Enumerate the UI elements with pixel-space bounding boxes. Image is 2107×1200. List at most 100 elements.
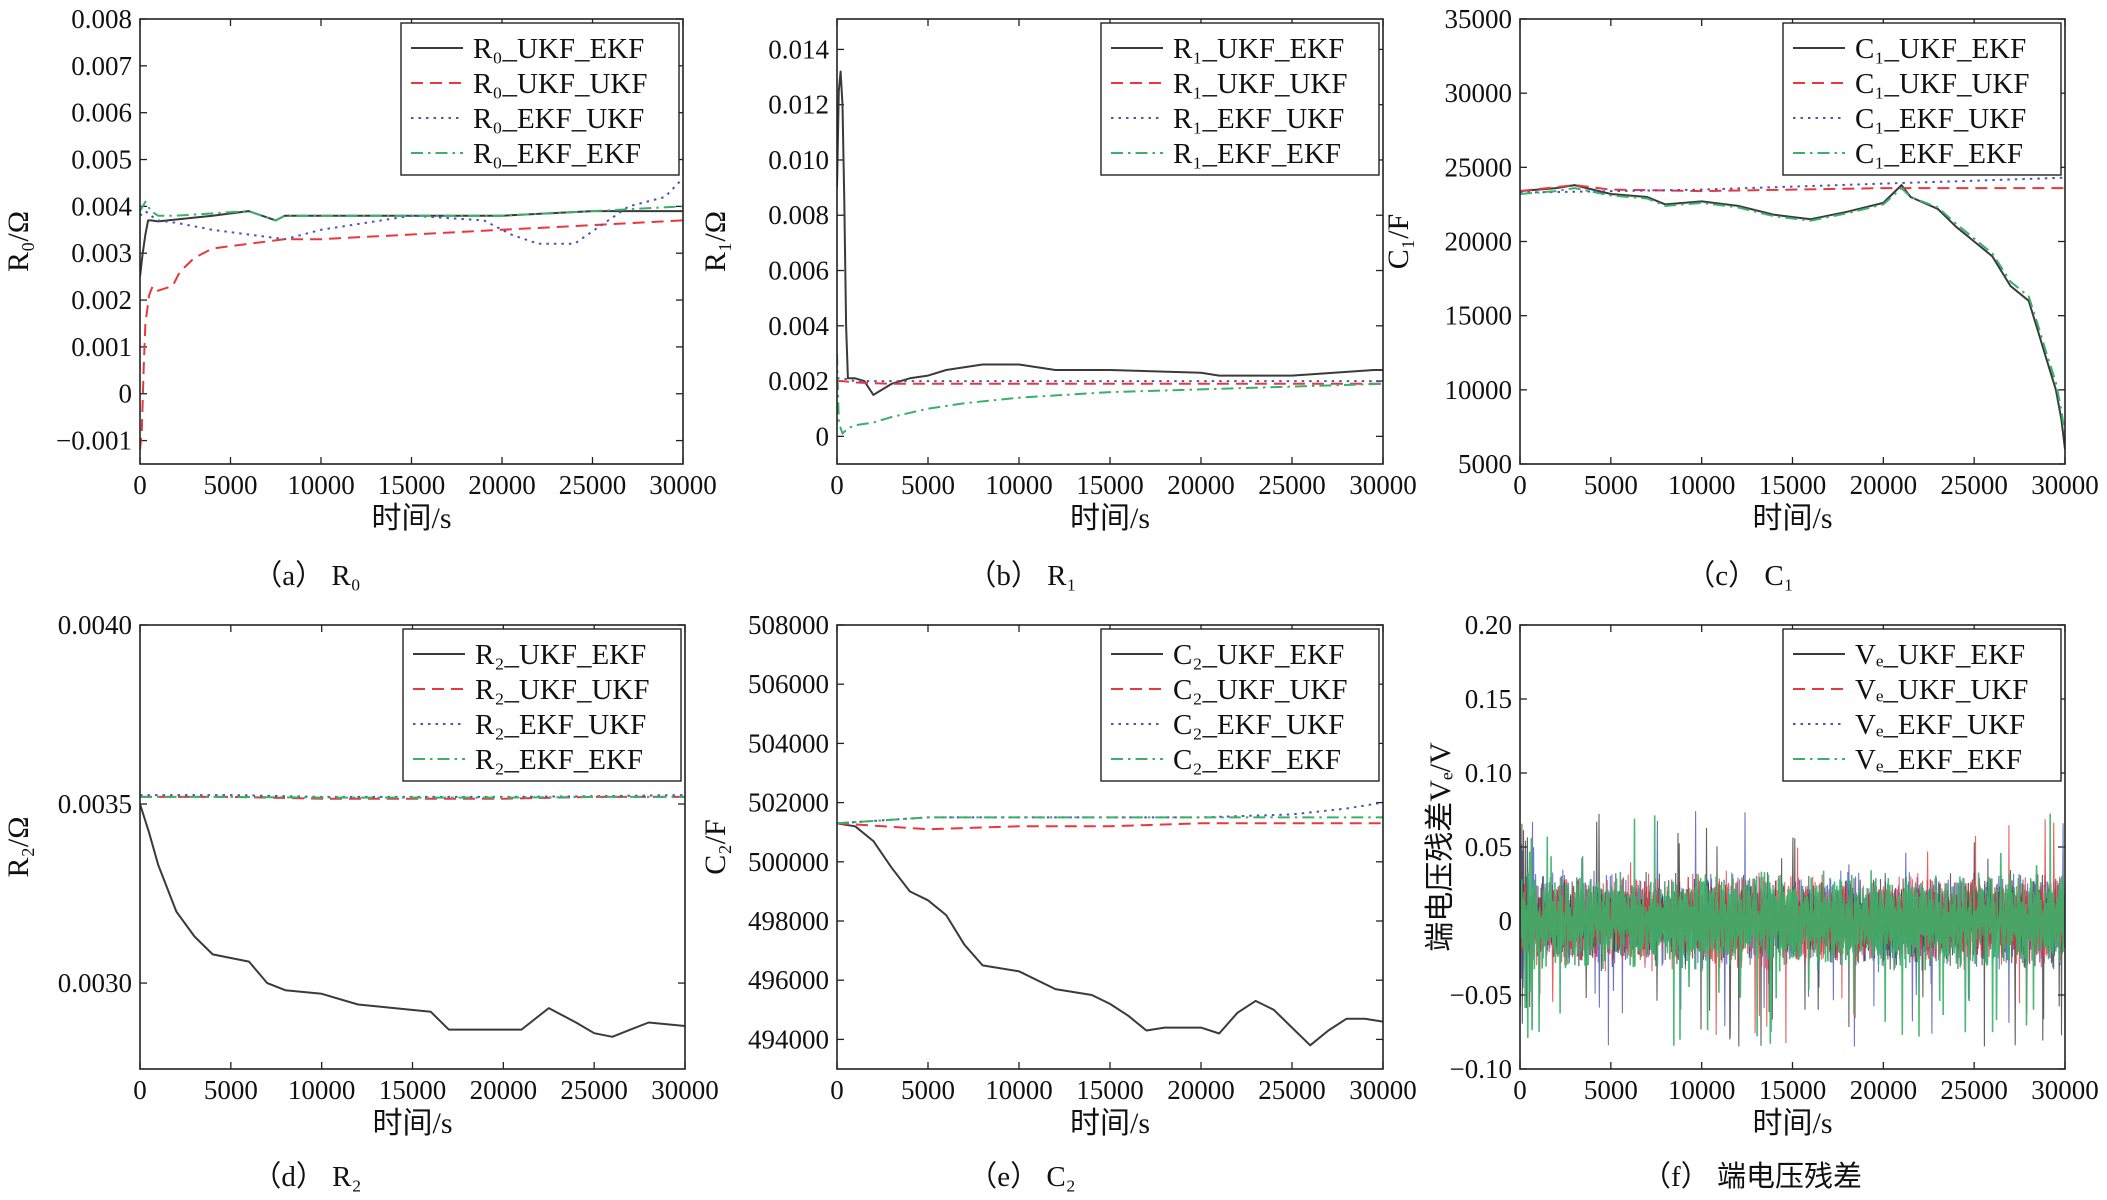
- legend-label-3: C₂_EKF_UKF: [1173, 709, 1344, 741]
- x-tick-label: 10000: [985, 470, 1053, 500]
- legend-label-2: C₁_UKF_UKF: [1855, 68, 2029, 100]
- series-line-4: [1520, 813, 2065, 1046]
- legend-label-4: R₁_EKF_EKF: [1173, 138, 1341, 170]
- panel-caption: （e） C₂: [968, 1161, 1076, 1193]
- x-axis-label: 时间/s: [1752, 1107, 1832, 1140]
- plot-frame: [1519, 18, 2066, 465]
- plot-frame: [139, 18, 684, 465]
- x-tick-label: 25000: [560, 1075, 628, 1105]
- x-tick-label: 25000: [1940, 1075, 2008, 1105]
- y-tick-label: 0.005: [71, 145, 132, 175]
- y-tick-label: 0.004: [768, 311, 829, 341]
- legend-label-2: Vₑ_UKF_UKF: [1855, 674, 2028, 706]
- legend-label-4: C₂_EKF_EKF: [1173, 744, 1341, 776]
- y-tick-label: 0.012: [768, 90, 829, 120]
- y-tick-label: 496000: [748, 965, 829, 995]
- series-line-3: [837, 801, 1383, 825]
- y-axis-label: C₁/F: [1382, 214, 1415, 270]
- legend-label-2: R₀_UKF_UKF: [473, 68, 647, 100]
- y-tick-label: 500000: [748, 847, 829, 877]
- x-tick-label: 0: [133, 470, 147, 500]
- y-tick-label: 0.001: [71, 332, 132, 362]
- y-tick-label: 15000: [1445, 301, 1513, 331]
- y-tick-label: −0.001: [56, 426, 132, 456]
- y-tick-label: 0.014: [768, 34, 829, 64]
- y-tick-label: 0.15: [1465, 684, 1512, 714]
- x-tick-label: 15000: [1076, 470, 1144, 500]
- series-line-2: [140, 795, 685, 800]
- x-tick-label: 30000: [2031, 1075, 2099, 1105]
- y-tick-label: 25000: [1445, 152, 1513, 182]
- x-tick-label: 30000: [649, 470, 717, 500]
- legend-label-2: R₂_UKF_UKF: [475, 674, 649, 706]
- legend-label-3: C₁_EKF_UKF: [1855, 103, 2026, 135]
- legend-label-3: R₀_EKF_UKF: [473, 103, 644, 135]
- chart-panel-b: 0 5000 10000 15000 20000 25000 30000 0 0.002 0.00…: [699, 18, 1417, 592]
- series-line-1: [140, 210, 683, 277]
- x-tick-label: 5000: [901, 470, 955, 500]
- y-tick-label: 0.004: [71, 191, 132, 221]
- series-line-2: [1520, 184, 2065, 193]
- y-tick-label: 20000: [1445, 227, 1513, 257]
- panel-caption: （c） C₁: [1686, 560, 1794, 592]
- x-tick-label: 20000: [1850, 1075, 1918, 1105]
- y-tick-label: 502000: [748, 788, 829, 818]
- x-tick-label: 30000: [2031, 470, 2099, 500]
- plot-frame: [836, 18, 1384, 465]
- legend-label-2: R₁_UKF_UKF: [1173, 68, 1347, 100]
- plot-frame: [836, 624, 1384, 1070]
- y-tick-label: −0.05: [1450, 980, 1512, 1010]
- panel-caption: （b） R₁: [967, 560, 1076, 592]
- y-tick-label: 0: [119, 379, 133, 409]
- series-line-4: [140, 200, 683, 222]
- y-tick-label: 0.006: [768, 256, 829, 286]
- plot-area: [140, 177, 683, 450]
- series-line-1: [1520, 184, 2065, 450]
- y-axis-label: R₂/Ω: [2, 816, 35, 877]
- series-line-2: [837, 380, 1383, 385]
- legend-label-4: Vₑ_EKF_EKF: [1855, 744, 2022, 776]
- x-tick-label: 5000: [901, 1075, 955, 1105]
- series-line-1: [837, 822, 1383, 1047]
- y-tick-label: 0.003: [71, 238, 132, 268]
- x-axis-label: 时间/s: [371, 502, 451, 535]
- y-tick-label: 494000: [748, 1024, 829, 1054]
- panel-caption: （a） R₀: [253, 560, 361, 592]
- x-tick-label: 5000: [1584, 470, 1638, 500]
- legend-label-1: R₀_UKF_EKF: [473, 33, 644, 65]
- y-tick-label: 0: [1499, 906, 1513, 936]
- legend-label-3: R₂_EKF_UKF: [475, 709, 646, 741]
- series-line-4: [1520, 187, 2065, 435]
- x-tick-label: 30000: [1349, 470, 1417, 500]
- x-tick-label: 0: [133, 1075, 147, 1105]
- chart-panel-c: 0 5000 10000 15000 20000 25000 300005000100001…: [1382, 4, 2099, 592]
- legend-label-4: R₂_EKF_EKF: [475, 744, 643, 776]
- y-axis-label: R₁/Ω: [699, 211, 732, 272]
- legend-label-3: R₁_EKF_UKF: [1173, 103, 1344, 135]
- x-tick-label: 20000: [470, 1075, 538, 1105]
- x-tick-label: 20000: [1850, 470, 1918, 500]
- x-tick-label: 0: [830, 470, 844, 500]
- legend-label-3: Vₑ_EKF_UKF: [1855, 709, 2025, 741]
- series-line-2: [837, 822, 1383, 831]
- x-tick-label: 10000: [985, 1075, 1053, 1105]
- x-tick-label: 10000: [1668, 1075, 1736, 1105]
- plot-area: [837, 801, 1383, 1047]
- y-axis-label: R₀/Ω: [2, 211, 35, 272]
- series-line-3: [140, 177, 683, 245]
- x-tick-label: 5000: [204, 470, 258, 500]
- plot-area: [837, 70, 1383, 435]
- y-tick-label: 5000: [1458, 449, 1512, 479]
- x-tick-label: 0: [1513, 470, 1527, 500]
- chart-panel-e: 0 5000 10000 15000 20000 25000 30000 494000 4960…: [699, 610, 1417, 1193]
- y-tick-label: 498000: [748, 906, 829, 936]
- series-line-4: [837, 353, 1383, 435]
- series-line-3: [1520, 176, 2065, 194]
- y-tick-label: 0.0035: [58, 789, 132, 819]
- legend-label-1: R₁_UKF_EKF: [1173, 33, 1344, 65]
- x-tick-label: 5000: [1584, 1075, 1638, 1105]
- x-tick-label: 10000: [288, 1075, 356, 1105]
